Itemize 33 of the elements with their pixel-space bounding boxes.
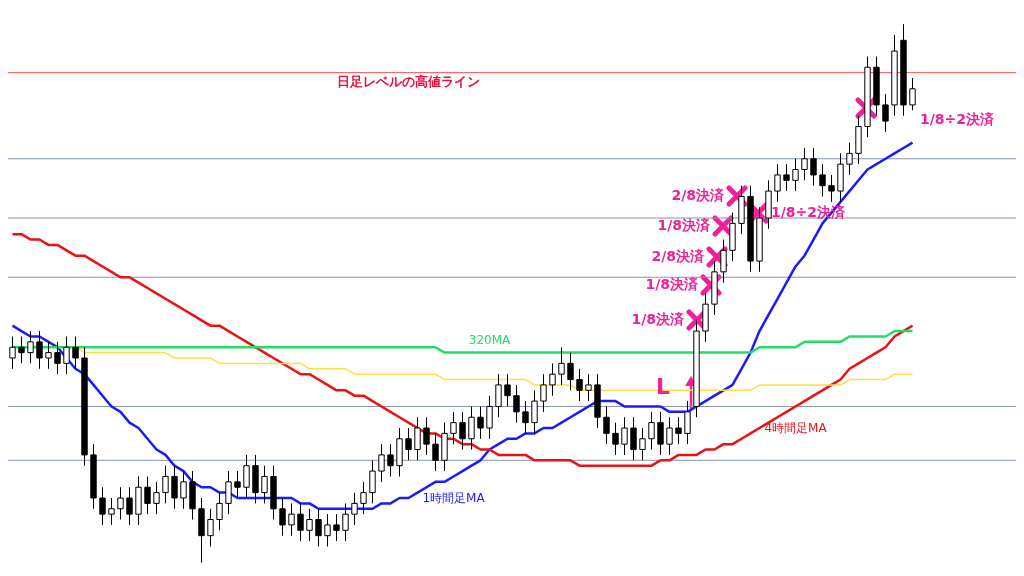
series-label: 320MA: [468, 332, 512, 347]
candlestick: [585, 373, 592, 402]
candlestick: [360, 481, 367, 515]
candlestick: [234, 470, 241, 499]
annotation: 1/8決済: [645, 275, 699, 292]
series-label: 4時間足MA: [764, 420, 828, 435]
annotation: 2/8決済: [671, 186, 725, 203]
candlestick: [54, 341, 61, 375]
candlestick: [450, 411, 457, 445]
candlestick: [540, 373, 547, 413]
candlestick: [684, 400, 691, 445]
candlestick: [108, 497, 115, 526]
candlestick: [333, 513, 340, 542]
series-label: 1時間足MA: [422, 490, 486, 505]
annotation: 1/8決済: [657, 216, 711, 233]
text: 1/8÷2決済: [920, 110, 996, 127]
candlestick: [495, 373, 502, 418]
ref-line-label: 日足レベルの高値ライン: [336, 74, 480, 90]
candlestick: [882, 93, 889, 133]
candlestick: [657, 411, 664, 456]
candlestick: [378, 443, 385, 483]
annotation: 1/8÷2決済: [771, 203, 847, 220]
candlestick: [792, 158, 799, 192]
candlestick: [153, 481, 160, 515]
candlestick: [225, 470, 232, 515]
candlestick: [306, 508, 313, 542]
candlestick: [774, 163, 781, 203]
candlestick: [828, 174, 835, 203]
candlestick: [243, 454, 250, 499]
candlestick: [783, 163, 790, 192]
annotation: 2/8決済: [651, 247, 705, 264]
annotation: 1/8決済: [631, 310, 685, 327]
candlestick: [576, 368, 583, 402]
